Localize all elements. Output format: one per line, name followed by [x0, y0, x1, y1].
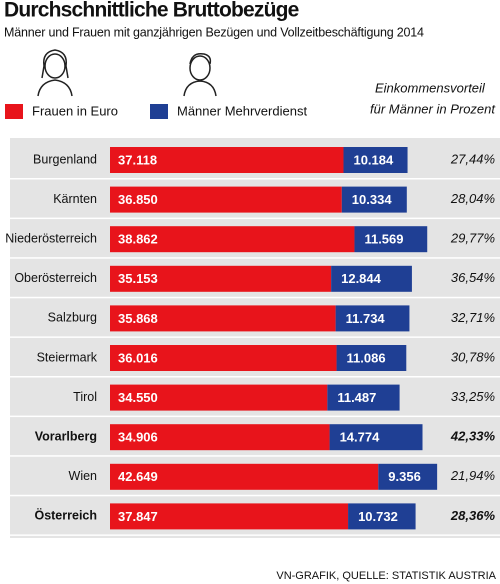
percent-label: 28,04%: [450, 191, 495, 206]
bar-segment: [110, 265, 332, 292]
percent-label: 32,71%: [451, 310, 495, 325]
category-label: Tirol: [73, 390, 97, 404]
bar-segment: [110, 424, 330, 451]
bar-segment: [327, 384, 400, 411]
value-label: 10.184: [353, 152, 394, 167]
man-icon: [183, 52, 217, 97]
bar-segment: [378, 463, 438, 490]
category-label: Vorarlberg: [35, 429, 97, 443]
bar-segment: [336, 345, 407, 371]
value-label: 35.153: [118, 271, 158, 286]
bar-segment: [110, 186, 342, 213]
value-label: 14.774: [340, 430, 381, 445]
percent-label: 21,94%: [450, 468, 495, 483]
source: VN-GRAFIK, QUELLE: STATISTIK AUSTRIA: [276, 570, 496, 582]
value-label: 37.118: [118, 152, 157, 167]
category-label: Kärnten: [53, 192, 97, 206]
value-label: 36.016: [118, 350, 158, 365]
value-label: 11.487: [337, 390, 376, 405]
percent-header: Einkommensvorteil: [375, 80, 486, 95]
category-label: Wien: [69, 469, 98, 483]
value-label: 11.734: [346, 311, 386, 326]
value-label: 35.868: [118, 311, 158, 326]
row-divider: [10, 376, 500, 378]
legend-label: Frauen in Euro: [32, 103, 118, 118]
value-label: 42.649: [118, 469, 158, 484]
bar-segment: [335, 305, 410, 332]
row-divider: [10, 257, 500, 259]
bar-segment: [329, 424, 423, 451]
legend-label: Männer Mehrverdienst: [177, 103, 307, 118]
category-label: Steiermark: [37, 350, 98, 364]
value-label: 12.844: [341, 271, 382, 286]
bar-segment: [110, 147, 344, 173]
legend-swatch: [150, 104, 168, 119]
value-label: 11.086: [347, 350, 386, 365]
row-divider: [10, 336, 500, 338]
bar-segment: [110, 463, 379, 490]
value-label: 9.356: [388, 469, 421, 484]
bar-segment: [341, 186, 407, 213]
value-label: 36.850: [118, 192, 158, 207]
bar-segment: [110, 384, 328, 411]
row-divider: [10, 494, 500, 497]
value-label: 38.862: [118, 232, 158, 247]
row-divider: [10, 178, 500, 180]
value-label: 10.732: [358, 509, 398, 524]
row-divider: [10, 534, 500, 536]
percent-label: 28,36%: [450, 508, 496, 523]
category-label: Oberösterreich: [14, 271, 97, 285]
value-label: 37.847: [118, 509, 158, 524]
percent-label: 33,25%: [451, 389, 495, 404]
bar-segment: [110, 503, 349, 530]
category-label: Salzburg: [48, 311, 97, 325]
percent-label: 30,78%: [451, 349, 495, 364]
row-divider: [10, 296, 500, 299]
woman-icon: [37, 49, 73, 97]
bar-segment: [343, 147, 408, 173]
bar-segment: [110, 345, 337, 371]
row-divider: [10, 217, 500, 220]
chart-title: Durchschnittliche Bruttobezüge: [4, 0, 299, 22]
bar-segment: [110, 305, 336, 332]
percent-label: 42,33%: [450, 429, 496, 444]
category-label: Niederösterreich: [5, 231, 97, 245]
value-label: 10.334: [352, 192, 393, 207]
category-label: Österreich: [34, 508, 97, 523]
row-divider: [10, 455, 500, 457]
bar-segment: [354, 226, 428, 253]
value-label: 34.906: [118, 430, 158, 445]
row-divider: [10, 415, 500, 418]
legend-swatch: [5, 104, 23, 119]
bar-segment: [348, 503, 416, 530]
percent-label: 27,44%: [450, 151, 495, 166]
percent-header: für Männer in Prozent: [370, 101, 496, 116]
category-label: Burgenland: [33, 152, 97, 166]
value-label: 11.569: [364, 232, 403, 247]
percent-label: 36,54%: [451, 270, 495, 285]
bar-segment: [331, 265, 412, 292]
chart-subtitle: Männer und Frauen mit ganzjährigen Bezüg…: [4, 25, 424, 39]
value-label: 34.550: [118, 390, 158, 405]
bar-segment: [110, 226, 355, 253]
percent-label: 29,77%: [450, 231, 495, 246]
